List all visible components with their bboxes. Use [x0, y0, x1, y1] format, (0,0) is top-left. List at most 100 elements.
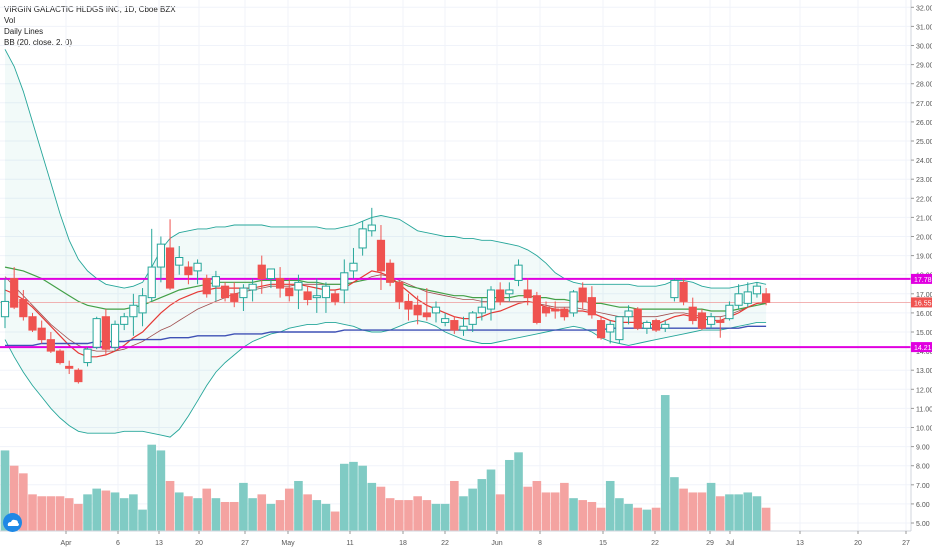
volume-bar — [633, 507, 643, 531]
candle — [321, 282, 331, 313]
candle — [331, 289, 340, 306]
price-tick-label: 6.00 — [916, 502, 930, 509]
candle-body — [560, 308, 569, 318]
candle — [184, 261, 193, 285]
candle — [257, 255, 266, 294]
candle-body — [386, 262, 395, 283]
candle-body — [46, 339, 55, 352]
volume-bar — [725, 494, 734, 531]
bb-fill — [5, 49, 767, 438]
price-tick-label: 29.00 — [916, 63, 932, 70]
candle — [367, 207, 376, 237]
time-tick-label: 11 — [346, 540, 353, 547]
candle-body — [74, 369, 83, 383]
volume-bar — [468, 488, 477, 531]
volume-bar — [376, 486, 386, 531]
time-tick-label: 13 — [796, 540, 804, 547]
candle-body — [367, 224, 376, 232]
volume-bar — [220, 501, 230, 531]
candle — [743, 282, 752, 308]
candle-body — [101, 316, 110, 350]
candle — [762, 288, 771, 306]
candle-body — [248, 283, 257, 291]
candle-body — [303, 291, 312, 301]
legend-vol: Vol — [4, 16, 16, 25]
candle-body — [175, 257, 184, 266]
candle-body — [193, 262, 202, 272]
candle — [404, 293, 413, 321]
volume-bar — [670, 477, 679, 531]
candle — [230, 282, 239, 308]
candle — [312, 278, 321, 313]
volume-bar — [358, 465, 367, 531]
candle-body — [239, 287, 248, 299]
candle — [431, 301, 441, 323]
volume-bar — [413, 496, 422, 531]
candle-body — [670, 279, 679, 299]
volume-bar — [505, 459, 514, 531]
volume-bar — [202, 488, 212, 531]
volume-bar — [560, 482, 569, 531]
volume-bar — [257, 494, 267, 531]
price-tag-bg — [911, 342, 932, 353]
candle — [496, 282, 505, 306]
volume-bar — [248, 498, 257, 531]
candle — [358, 221, 367, 256]
candle-body — [578, 287, 587, 302]
cloud-icon — [7, 519, 19, 526]
candle-body — [395, 281, 404, 302]
candle — [220, 282, 230, 302]
candle-body — [276, 278, 285, 289]
candle-body — [184, 266, 193, 276]
volume-bar — [706, 482, 716, 531]
candle-body — [422, 312, 431, 318]
volume-bar — [431, 503, 441, 531]
candle-body — [156, 243, 165, 268]
candle — [697, 309, 707, 331]
candle — [92, 316, 101, 350]
candle — [633, 307, 642, 331]
price-tick-label: 30.00 — [916, 44, 932, 51]
volume-bar — [64, 498, 74, 531]
candle-body — [413, 304, 422, 316]
candle — [156, 236, 165, 283]
volume-bar — [19, 473, 28, 531]
candle-body — [120, 316, 129, 325]
candle — [624, 305, 633, 325]
candle — [615, 316, 624, 344]
candle-body — [321, 285, 331, 299]
candle-body — [331, 293, 340, 302]
volume-bar — [46, 496, 56, 531]
candle — [450, 316, 459, 334]
candle-body — [28, 316, 37, 331]
volume-bar — [743, 492, 753, 531]
candle — [486, 286, 496, 321]
candle-body — [65, 365, 74, 369]
time-tick-label: 27 — [902, 540, 910, 547]
volume-bar — [450, 480, 459, 531]
candle-body — [285, 287, 294, 297]
candle — [28, 312, 37, 332]
candles — [0, 207, 771, 384]
volume-bar — [532, 480, 542, 531]
candle — [120, 312, 129, 331]
candle-body — [706, 316, 716, 325]
price-tick-label: 16.00 — [916, 311, 932, 318]
volume-bar — [404, 500, 413, 531]
time-tick-label: 18 — [399, 540, 407, 547]
candle — [523, 278, 532, 306]
volume-bar — [138, 509, 147, 531]
volume-bar — [761, 507, 771, 531]
time-tick-label: Jul — [726, 540, 735, 547]
time-tick-label: 22 — [441, 540, 449, 547]
candle — [642, 320, 651, 334]
candle — [303, 286, 312, 306]
price-tag: 17.78 — [914, 277, 932, 284]
candle — [541, 301, 551, 317]
tradingview-logo[interactable] — [3, 513, 22, 532]
candle-body — [743, 291, 752, 304]
candle — [468, 310, 477, 332]
time-tick-label: 27 — [241, 540, 249, 547]
candle — [395, 280, 404, 310]
